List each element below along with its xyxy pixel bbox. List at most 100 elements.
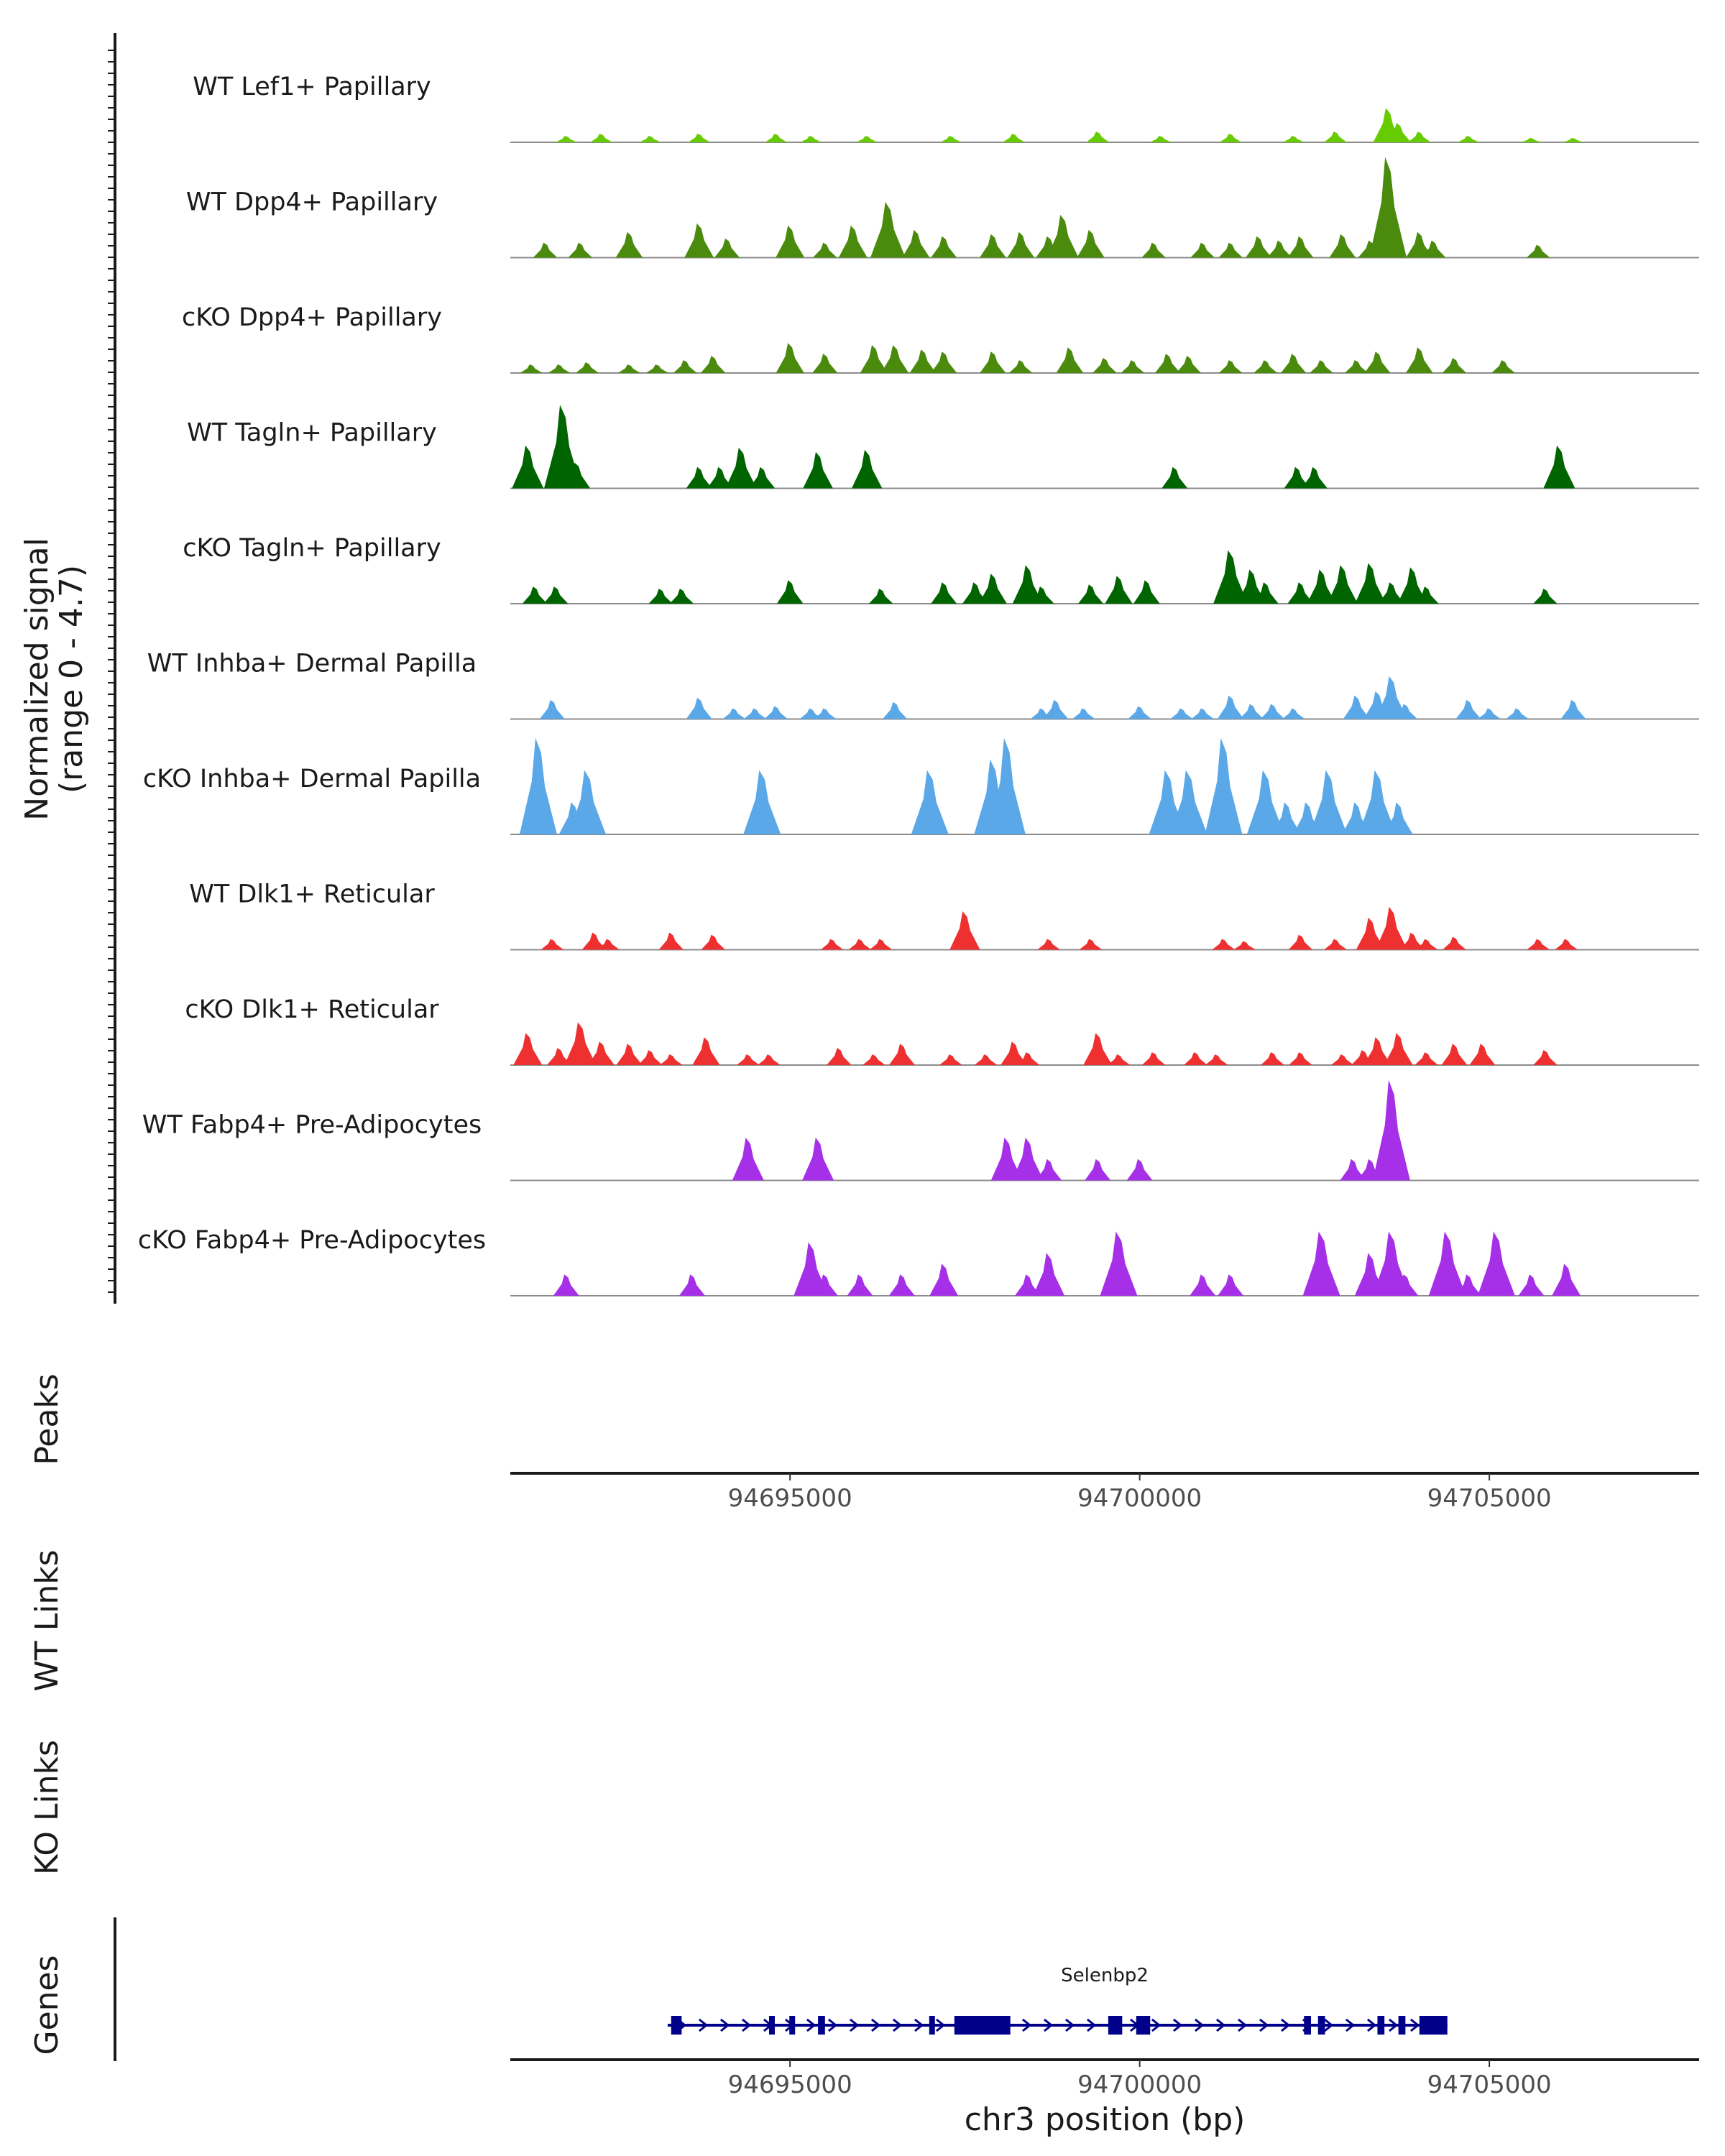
signal-peak [1414, 939, 1438, 950]
track-label: WT Dpp4+ Papillary [186, 188, 438, 217]
gene-exon [1398, 2016, 1406, 2035]
signal-peak [1037, 939, 1061, 950]
signal-peak [803, 451, 833, 489]
signal-peak [714, 238, 740, 258]
strand-arrow [870, 2018, 881, 2032]
track-4: cKO Tagln+ Papillary [183, 534, 1699, 604]
strand-arrow [1345, 2018, 1356, 2032]
signal-peak [568, 242, 593, 258]
signal-peak [1384, 802, 1413, 834]
strand-arrow [698, 2018, 709, 2032]
signal-peak [1100, 1231, 1138, 1296]
coverage-y-ticks [108, 50, 115, 1293]
signal-peak [862, 1054, 886, 1065]
signal-peak [848, 939, 872, 950]
signal-peak [1397, 567, 1427, 604]
track-3: WT Tagln+ Papillary [187, 405, 1699, 489]
signal-peak [686, 466, 712, 489]
signal-peak [776, 343, 804, 373]
strand-arrow [741, 2018, 752, 2032]
strand-arrow [1215, 2018, 1226, 2032]
track-0: WT Lef1+ Papillary [193, 73, 1699, 143]
signal-peak [838, 225, 868, 258]
signal-peak [678, 1274, 705, 1296]
signal-peak [1307, 569, 1337, 604]
signal-peak [1141, 1052, 1166, 1065]
signal-peak [616, 1044, 643, 1065]
genes-panel-title: Genes [29, 1955, 65, 2055]
signal-peak [589, 134, 613, 142]
signal-peak [669, 589, 694, 604]
gene-model [667, 2016, 1448, 2035]
x-axis-genes: 94695000 94700000 94705000 [510, 2058, 1699, 2099]
signal-peak [520, 364, 543, 373]
strand-arrow [1151, 2018, 1162, 2032]
signal-peak [686, 697, 712, 719]
track-label: cKO Tagln+ Papillary [183, 534, 441, 563]
signal-peak [639, 136, 661, 142]
signal-peak [1190, 1274, 1216, 1296]
signal-peak [1077, 229, 1105, 258]
signal-peak [880, 345, 909, 373]
signal-peak [813, 242, 837, 258]
strand-arrow [719, 2018, 730, 2032]
track-label: WT Lef1+ Papillary [193, 73, 431, 101]
strand-arrow [1172, 2018, 1183, 2032]
signal-peak [1344, 360, 1368, 373]
signal-peak [852, 449, 883, 489]
signal-peak [722, 708, 746, 719]
gene-exon [929, 2016, 935, 2035]
signal-peak [979, 234, 1006, 258]
signal-peak [1340, 1158, 1366, 1181]
signal-peak [1218, 1274, 1244, 1296]
signal-peak [847, 1274, 873, 1296]
signal-peak [638, 1050, 663, 1065]
signal-peak [1012, 565, 1044, 604]
track-label: WT Fabp4+ Pre-Adipocytes [142, 1111, 482, 1140]
strand-arrow [892, 2018, 903, 2032]
signal-peak [1105, 576, 1133, 604]
signal-peak [949, 911, 980, 950]
signal-peak [1016, 1052, 1040, 1065]
track-label: WT Tagln+ Papillary [187, 419, 437, 448]
signal-peak [1329, 234, 1356, 258]
signal-peak [1141, 242, 1166, 258]
signal-peak [1428, 1231, 1466, 1296]
signal-peak [1077, 584, 1104, 604]
signal-peak [1455, 1274, 1481, 1296]
signal-peak [1190, 242, 1215, 258]
x-tick-label: 94700000 [1077, 1484, 1202, 1513]
signal-peak [1310, 770, 1348, 834]
signal-peak [519, 737, 557, 834]
signal-peak [1324, 132, 1348, 142]
signal-peak [539, 699, 565, 719]
track-5: WT Inhba+ Dermal Papilla [147, 650, 1699, 720]
track-8: cKO Dlk1+ Reticular [185, 995, 1699, 1066]
signal-peak [978, 573, 1007, 604]
signal-peak [1267, 240, 1292, 258]
signal-peak [543, 586, 569, 604]
signal-peak [1233, 941, 1256, 950]
signal-peak [1406, 347, 1433, 373]
signal-peak [1107, 1054, 1131, 1065]
signal-peak [931, 582, 957, 604]
signal-peak [1033, 1253, 1065, 1296]
signal-peak [1327, 565, 1358, 604]
signal-peak [1310, 360, 1334, 373]
track-label: WT Dlk1+ Reticular [189, 880, 435, 909]
signal-peak [707, 466, 733, 489]
signal-peak [1261, 1052, 1284, 1065]
signal-peak [1176, 356, 1201, 373]
signal-peak [1246, 770, 1284, 834]
signal-peak [597, 939, 620, 950]
signal-peak [1217, 695, 1244, 719]
x-tick-label: 94705000 [1427, 1484, 1552, 1513]
signal-peak [1213, 550, 1248, 604]
signal-peak [1011, 1137, 1044, 1181]
signal-peak [1469, 1044, 1496, 1065]
signal-peak [1014, 1274, 1041, 1296]
signal-peak [1526, 244, 1550, 258]
signal-peak [1121, 360, 1145, 373]
signal-peak [569, 770, 607, 834]
